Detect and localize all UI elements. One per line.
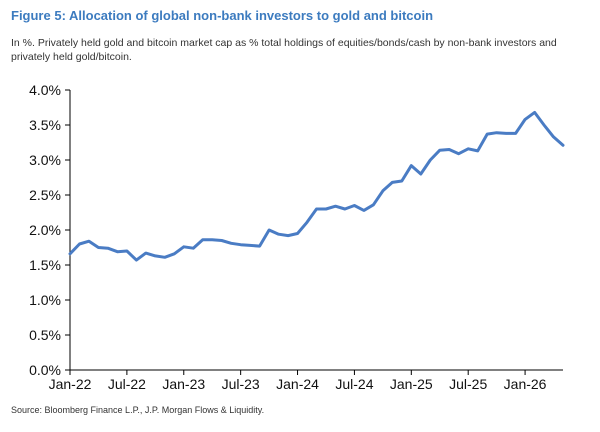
x-tick-label: Jul-22 xyxy=(108,376,146,392)
y-tick-label: 3.0% xyxy=(29,152,61,168)
y-tick-label: 3.5% xyxy=(29,117,61,133)
y-tick-label: 2.5% xyxy=(29,187,61,203)
x-tick-label: Jul-23 xyxy=(222,376,260,392)
y-tick-label: 0.0% xyxy=(29,362,61,378)
y-tick-label: 1.0% xyxy=(29,292,61,308)
y-tick-label: 2.0% xyxy=(29,222,61,238)
figure-subtitle: In %. Privately held gold and bitcoin ma… xyxy=(11,37,557,63)
x-tick-label: Jan-26 xyxy=(504,376,547,392)
y-tick-label: 1.5% xyxy=(29,257,61,273)
chart-axes xyxy=(65,89,563,375)
series-line xyxy=(68,110,565,262)
y-tick-label: 0.5% xyxy=(29,327,61,343)
figure-title: Figure 5: Allocation of global non-bank … xyxy=(11,8,434,23)
x-tick-label: Jul-25 xyxy=(449,376,487,392)
series-lines xyxy=(68,110,565,262)
x-tick-label: Jan-22 xyxy=(49,376,92,392)
y-tick-labels: 0.0% 0.5% 1.0% 1.5% 2.0% 2.5% 3.0% 3.5% 4.0% xyxy=(29,82,61,378)
x-tick-labels: Jan-22 Jul-22 Jan-23 Jul-23 Jan-24 Jul-24 Jan-… xyxy=(49,376,547,392)
figure-source: Source: Bloomberg Finance L.P., J.P. Mor… xyxy=(11,405,265,415)
y-tick-label: 4.0% xyxy=(29,82,61,98)
x-tick-label: Jan-25 xyxy=(390,376,433,392)
x-tick-label: Jan-24 xyxy=(276,376,319,392)
x-tick-label: Jan-23 xyxy=(162,376,205,392)
x-tick-label: Jul-24 xyxy=(335,376,373,392)
